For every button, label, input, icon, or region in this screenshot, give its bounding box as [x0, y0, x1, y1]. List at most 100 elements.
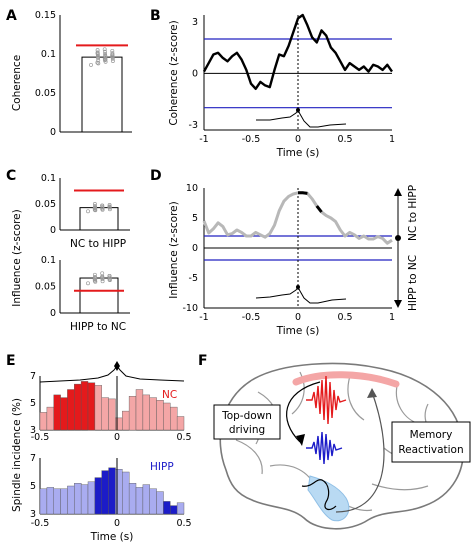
surrogate-dot — [100, 205, 105, 210]
panel-d-arrow-origin — [395, 235, 401, 241]
hipp-trace — [301, 479, 337, 511]
panel-e: Spindle incidence (%) 7 5 3 NC -0.5 0 0.… — [11, 361, 192, 543]
memory-reactivation-label-line: Reactivation — [398, 444, 463, 456]
panel-e-nc-xtick: -0.5 — [31, 432, 50, 443]
histogram-bar — [142, 484, 150, 515]
panel-d-up-arrowhead — [394, 188, 402, 196]
panel-label-e: E — [6, 353, 16, 369]
panel-e-hipp-xtick: -0.5 — [31, 518, 50, 529]
surrogate-dot — [107, 273, 112, 278]
surrogate-dot — [102, 47, 107, 52]
panel-e-nc-label: NC — [162, 389, 177, 401]
histogram-bar — [101, 397, 109, 431]
panel-e-nc-ytick: 7 — [30, 371, 36, 382]
surrogate-dot — [100, 275, 105, 279]
surrogate-dot — [107, 205, 112, 210]
panel-e-nc-bars — [39, 381, 185, 431]
panel-d-spindle-trace — [255, 286, 347, 304]
panel-a-yticks: 0 0.05 0.1 0.15 — [35, 10, 56, 138]
memory-reactivation-label-line: Memory — [410, 429, 453, 441]
histogram-bar — [80, 381, 89, 431]
reactivation-arrowhead — [367, 388, 377, 398]
histogram-bar — [176, 416, 185, 431]
surrogate-dot — [100, 271, 105, 276]
histogram-bar — [115, 417, 123, 431]
surrogate-dot — [92, 278, 97, 283]
histogram-bar — [115, 469, 123, 515]
panel-d-xtick: 0 — [295, 312, 301, 323]
surrogate-dot — [103, 52, 108, 56]
histogram-bar — [53, 488, 61, 515]
panel-b-ylabel: Coherence (z-score) — [168, 20, 180, 125]
panel-d-significant-segment — [298, 191, 308, 195]
panel-b-ytick: -3 — [189, 120, 198, 131]
panel-label-c: C — [6, 168, 16, 184]
panel-e-spindle-trace — [39, 365, 185, 383]
surrogate-dot — [95, 60, 100, 65]
surrogate-dot — [92, 206, 97, 211]
panel-e-hipp-bars — [39, 467, 185, 515]
histogram-bar — [128, 483, 137, 515]
panel-b-xtick: 0 — [295, 134, 301, 145]
panel-e-hipp-label: HIPP — [150, 461, 174, 473]
panel-d-direction-up: NC to HIPP — [407, 185, 419, 241]
surrogate-dot — [86, 209, 90, 214]
brain-sulcus — [291, 371, 305, 415]
histogram-bar — [135, 487, 144, 515]
panel-c-bottom-category: HIPP to NC — [70, 321, 126, 333]
panel-e-hipp-xtick: 0.5 — [176, 518, 191, 529]
surrogate-dot — [102, 58, 107, 63]
panel-c-bottom-bar — [79, 277, 119, 314]
panel-e-nc-xtick: 0.5 — [176, 432, 191, 443]
reactivation-arrow — [335, 391, 385, 513]
surrogate-dot — [103, 49, 107, 54]
panel-e-ylabel: Spindle incidence (%) — [11, 398, 23, 512]
panel-b-ytick: 3 — [192, 17, 198, 28]
histogram-bar — [80, 484, 89, 515]
surrogate-dot — [102, 56, 107, 61]
panel-c-top-bar — [79, 207, 119, 231]
histogram-bar — [170, 505, 178, 515]
hippocampus-area — [307, 475, 350, 522]
surrogate-dot — [107, 207, 112, 212]
panel-d-xtick: -1 — [199, 312, 208, 323]
panel-a-ytick: 0.05 — [35, 88, 56, 99]
histogram-bar — [94, 385, 103, 431]
panel-f: Top-down driving Memory Reactivation — [213, 362, 471, 530]
panel-d-direction-down: HIPP to NC — [407, 255, 419, 311]
top-down-label-line: Top-down — [221, 410, 272, 422]
panel-a: Coherence 0 0.05 0.1 0.15 — [11, 10, 132, 138]
panel-c-top-category: NC to HIPP — [70, 238, 126, 250]
surrogate-dot — [110, 54, 115, 59]
panel-d-xticks: -1 -0.5 0 0.5 1 — [199, 312, 395, 323]
surrogate-dot — [107, 275, 112, 280]
panel-e-trace-marker — [114, 361, 120, 371]
panel-b-xtick: -0.5 — [242, 134, 261, 145]
surrogate-dot — [93, 204, 97, 209]
brain-sulcus — [235, 439, 263, 475]
panel-e-nc-xtick: 0 — [114, 432, 120, 443]
surrogate-dot — [107, 203, 112, 207]
panel-a-dots — [89, 47, 115, 67]
panel-a-ytick: 0.1 — [41, 49, 56, 60]
panel-b-ytick: 0 — [192, 68, 198, 79]
histogram-bar — [128, 396, 137, 431]
histogram-bar — [87, 382, 96, 431]
top-down-label-line: driving — [229, 424, 265, 436]
surrogate-dot — [92, 207, 97, 212]
panel-d-xtick: 0.5 — [337, 312, 352, 323]
top-down-arrowhead — [296, 434, 305, 446]
panel-c-top-ytick: 0.1 — [41, 173, 56, 184]
panel-e-nc-ytick: 5 — [30, 398, 36, 409]
histogram-bar — [53, 394, 61, 431]
panel-d: Influence (z-score) 10 5 0 -5 -10 -1 -0.… — [168, 183, 419, 337]
histogram-bar — [156, 491, 164, 515]
histogram-bar — [74, 483, 82, 515]
surrogate-dot — [89, 62, 93, 67]
histogram-bar — [149, 488, 157, 515]
brain-sulcus — [347, 375, 365, 421]
surrogate-dot — [103, 55, 108, 60]
histogram-bar — [163, 402, 171, 431]
histogram-bar — [87, 481, 96, 515]
